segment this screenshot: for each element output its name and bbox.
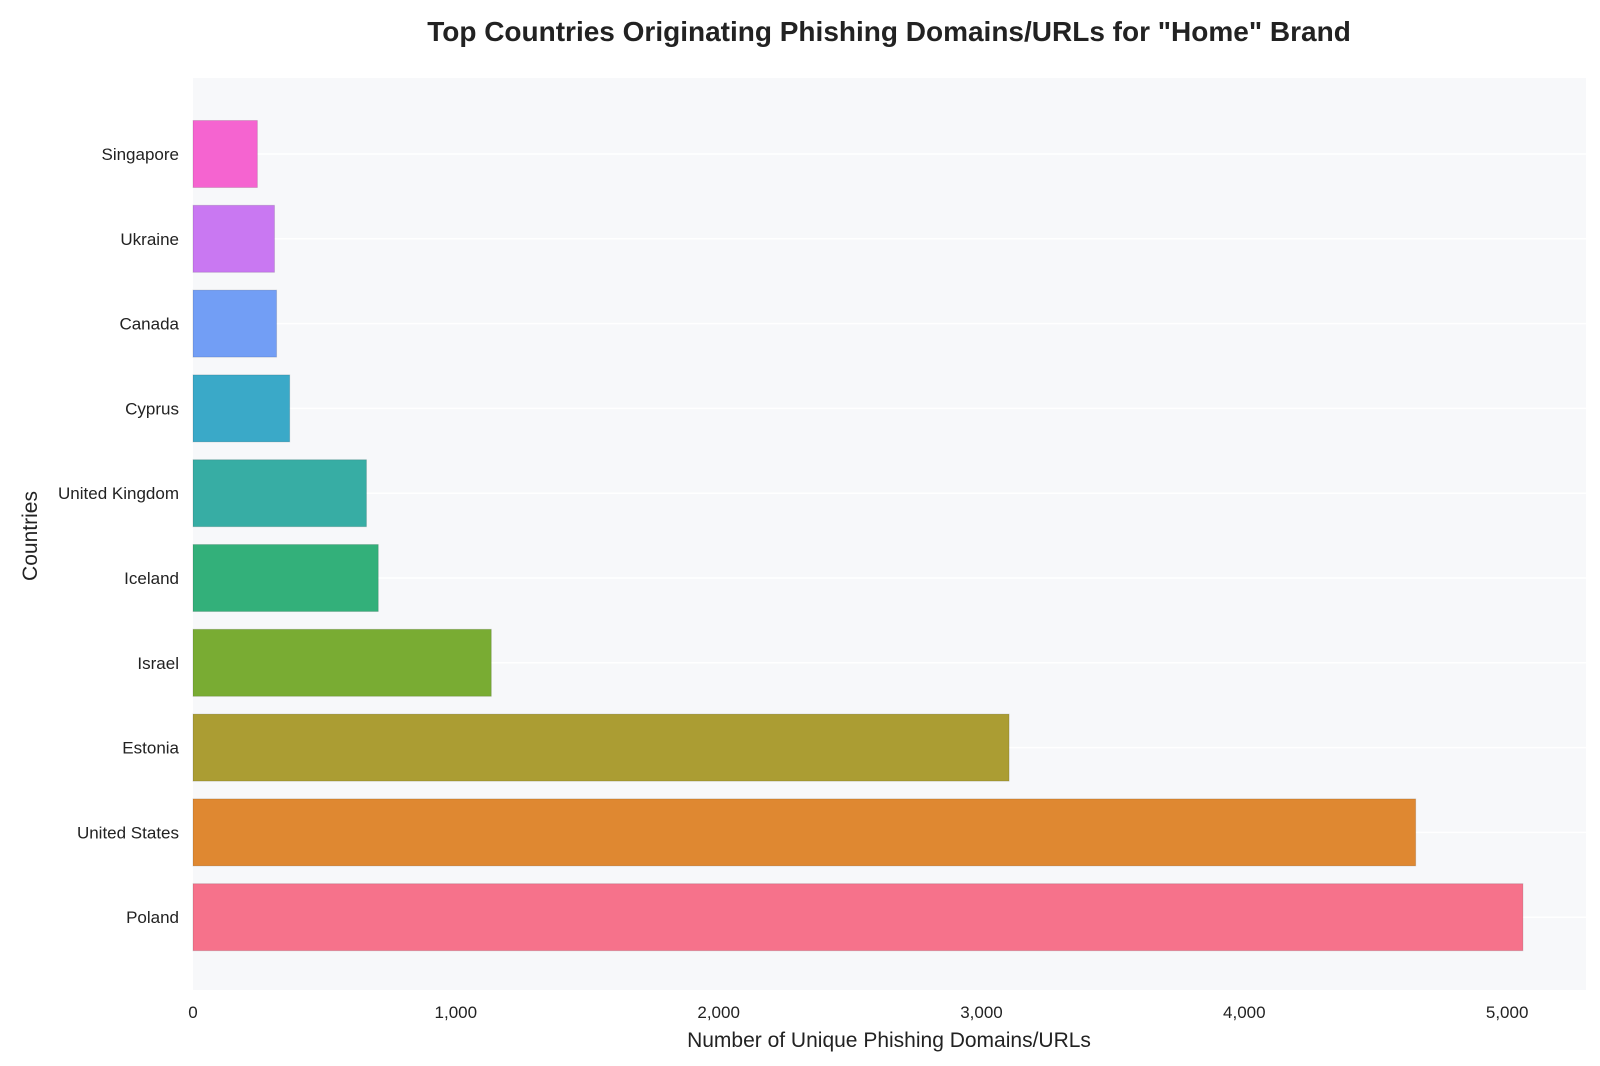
x-tick-label: 1,000 <box>435 1003 478 1022</box>
x-axis-label: Number of Unique Phishing Domains/URLs <box>687 1029 1091 1052</box>
x-tick-label: 0 <box>188 1003 197 1022</box>
chart-title: Top Countries Originating Phishing Domai… <box>427 16 1351 47</box>
y-tick-label: Poland <box>126 908 179 927</box>
y-tick-label: Canada <box>119 315 179 334</box>
y-tick-label: United Kingdom <box>58 484 179 503</box>
bar-singapore <box>192 120 258 188</box>
y-tick-label: Ukraine <box>120 230 179 249</box>
bar-ukraine <box>192 204 275 273</box>
bar-canada <box>192 289 278 358</box>
y-tick-label: Iceland <box>124 569 179 588</box>
x-tick-label: 2,000 <box>697 1003 740 1022</box>
y-tick-label: Israel <box>137 654 179 673</box>
bar-poland <box>192 883 1524 952</box>
y-tick-label: Singapore <box>101 145 179 164</box>
x-tick-label: 4,000 <box>1223 1003 1266 1022</box>
bar-united-states <box>192 798 1417 867</box>
bar-israel <box>192 628 492 697</box>
y-tick-label: Estonia <box>122 739 179 758</box>
x-tick-label: 3,000 <box>960 1003 1003 1022</box>
x-tick-label: 5,000 <box>1486 1003 1529 1022</box>
bar-estonia <box>192 713 1010 782</box>
bar-cyprus <box>192 374 291 443</box>
x-tick-labels: 0 1,000 2,000 3,000 4,000 5,000 <box>188 1003 1528 1022</box>
bar-iceland <box>192 544 379 612</box>
bar-united-kingdom <box>192 459 367 528</box>
y-tick-label: Cyprus <box>125 399 179 418</box>
y-tick-label: United States <box>77 823 179 842</box>
y-tick-labels: Singapore Ukraine Canada Cyprus United Kingd… <box>58 145 180 927</box>
y-axis-label: Countries <box>19 491 42 581</box>
bars-layer <box>192 120 1524 952</box>
